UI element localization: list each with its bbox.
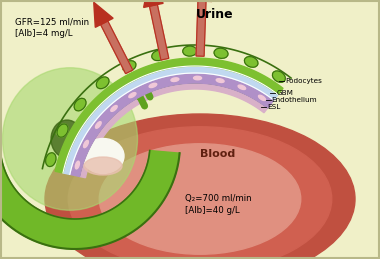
Ellipse shape [45, 114, 355, 259]
Ellipse shape [84, 157, 122, 175]
Polygon shape [144, 0, 163, 8]
Text: Urine: Urine [196, 8, 234, 20]
Ellipse shape [129, 93, 136, 98]
Ellipse shape [84, 140, 89, 148]
Polygon shape [94, 2, 113, 27]
Text: Podocytes: Podocytes [285, 78, 322, 84]
Ellipse shape [171, 78, 179, 82]
Ellipse shape [74, 98, 86, 111]
Ellipse shape [99, 144, 301, 254]
Text: ESL: ESL [267, 104, 280, 110]
Polygon shape [70, 73, 274, 176]
Ellipse shape [82, 139, 124, 174]
Polygon shape [79, 83, 268, 178]
Ellipse shape [152, 50, 166, 61]
Text: Q₂=700 ml/min
[Alb]=40 g/L: Q₂=700 ml/min [Alb]=40 g/L [185, 194, 252, 215]
Ellipse shape [51, 120, 83, 158]
Ellipse shape [111, 105, 117, 111]
Polygon shape [192, 0, 212, 2]
Ellipse shape [149, 83, 157, 88]
Polygon shape [0, 135, 180, 249]
Ellipse shape [244, 57, 258, 67]
Ellipse shape [97, 77, 109, 89]
Ellipse shape [272, 71, 285, 82]
Ellipse shape [123, 61, 136, 72]
Polygon shape [196, 1, 206, 56]
Ellipse shape [238, 85, 245, 90]
Ellipse shape [258, 95, 266, 100]
Ellipse shape [46, 153, 56, 167]
Ellipse shape [183, 46, 197, 56]
Polygon shape [63, 66, 278, 174]
Text: Endothelium: Endothelium [272, 97, 317, 103]
Polygon shape [149, 5, 169, 60]
Ellipse shape [193, 76, 201, 80]
Ellipse shape [216, 79, 224, 83]
Ellipse shape [3, 68, 138, 210]
Text: Blood: Blood [200, 149, 236, 159]
Ellipse shape [68, 127, 332, 259]
Ellipse shape [57, 124, 68, 137]
Text: GBM: GBM [276, 90, 293, 96]
Polygon shape [101, 21, 133, 74]
Ellipse shape [56, 128, 66, 136]
Text: GFR=125 ml/min
[Alb]=4 mg/L: GFR=125 ml/min [Alb]=4 mg/L [15, 17, 89, 38]
Ellipse shape [95, 122, 101, 128]
Ellipse shape [214, 48, 228, 58]
Polygon shape [55, 58, 283, 173]
Ellipse shape [75, 161, 79, 169]
